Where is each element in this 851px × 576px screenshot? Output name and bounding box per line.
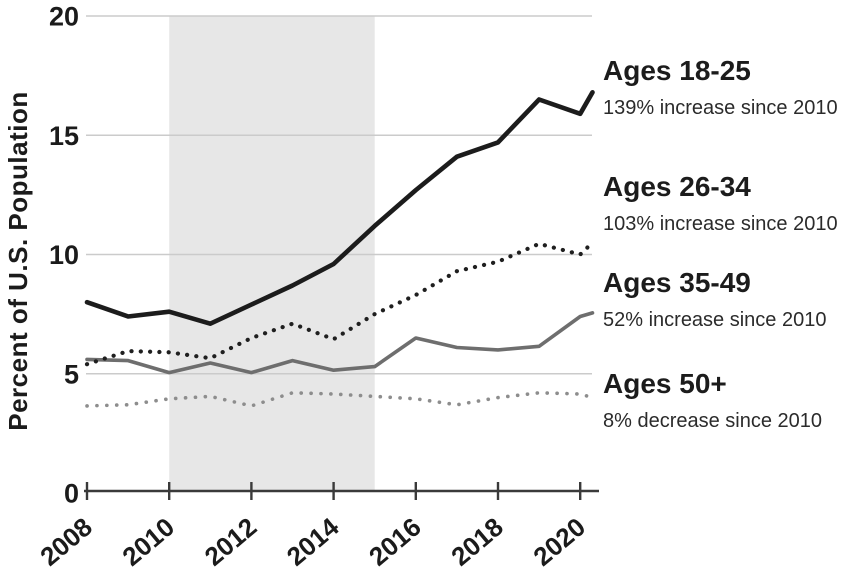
series-layer — [84, 90, 595, 408]
series-line-ages-26-34 — [84, 240, 595, 367]
y-tick-label-15: 15 — [49, 121, 79, 151]
x-tick-label-2018: 2018 — [445, 512, 509, 572]
legend-series-note: 52% increase since 2010 — [603, 309, 827, 331]
legend-series-note: 139% increase since 2010 — [603, 97, 838, 119]
x-axis-layer — [84, 482, 599, 500]
legend-series-name: Ages 18-25 — [603, 55, 751, 86]
y-tick-label-5: 5 — [64, 359, 79, 389]
legend-item-ages-26-34: Ages 26-34 103% increase since 2010 — [603, 171, 851, 236]
legend-series-note: 8% decrease since 2010 — [603, 410, 823, 432]
legend-item-ages-35-49: Ages 35-49 52% increase since 2010 — [603, 267, 851, 332]
series-line-ages-35-49 — [85, 311, 595, 375]
legend-item-ages-50-plus: Ages 50+ 8% decrease since 2010 — [603, 368, 851, 433]
legend-series-name: Ages 35-49 — [603, 267, 751, 298]
x-tick-label-2016: 2016 — [363, 512, 427, 572]
x-tick-label-2012: 2012 — [199, 512, 263, 572]
x-tick-label-2014: 2014 — [281, 511, 345, 572]
legend-series-name: Ages 26-34 — [603, 171, 751, 202]
y-tick-label-20: 20 — [49, 2, 79, 32]
x-tick-label-2010: 2010 — [116, 512, 180, 572]
y-axis-title: Percent of U.S. Population — [3, 91, 33, 431]
legend-item-ages-18-25: Ages 18-25 139% increase since 2010 — [603, 55, 851, 120]
x-tick-label-2008: 2008 — [34, 512, 98, 572]
legend-series-name: Ages 50+ — [603, 368, 727, 399]
shaded-region-layer — [169, 16, 375, 491]
legend-series-note: 103% increase since 2010 — [603, 213, 838, 235]
x-tick-label-2020: 2020 — [527, 512, 591, 572]
series-line-ages-18-25 — [84, 90, 595, 327]
y-tick-label-0: 0 — [64, 479, 79, 509]
shaded-region-2010-2015 — [169, 16, 375, 491]
y-tick-label-10: 10 — [49, 240, 79, 270]
series-line-ages-50- — [85, 390, 595, 408]
